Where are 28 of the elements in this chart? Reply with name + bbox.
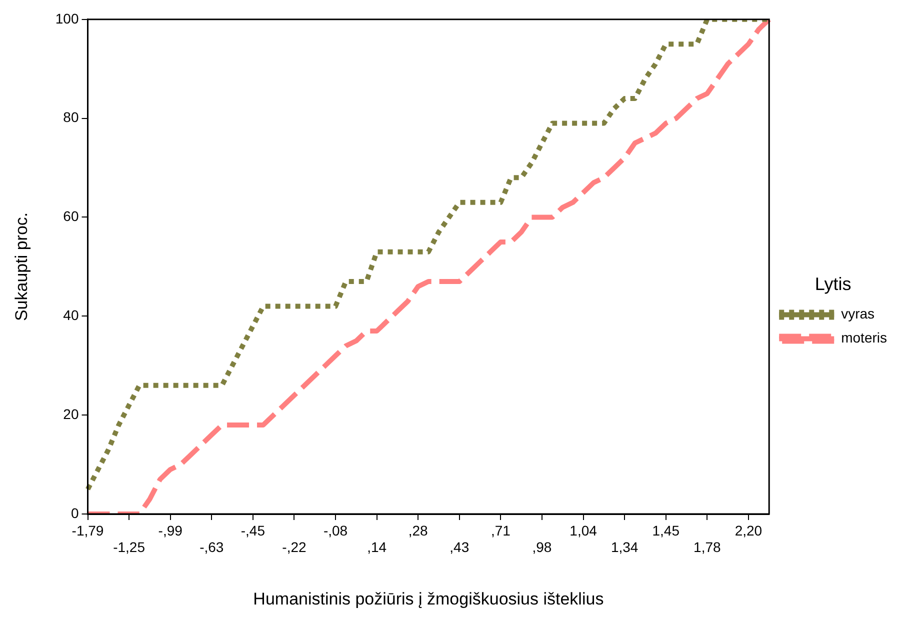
x-tick-label: -,45 [240,522,266,538]
x-tick-label: ,28 [408,522,428,538]
x-tick-label: ,98 [532,539,552,556]
x-tick-label: ,71 [490,522,511,538]
legend-title: Lytis [814,274,852,294]
legend-label: vyras [841,306,875,322]
x-tick-label: 1,04 [570,522,598,538]
x-tick-label: 1,78 [694,539,721,556]
x-tick-label: -,22 [282,539,306,556]
y-tick-label: 60 [63,208,79,224]
x-tick-label: -1,25 [113,539,146,556]
x-tick-label: ,43 [450,539,470,556]
x-tick-label: -,63 [200,539,224,556]
x-tick-label: -,08 [323,522,348,538]
x-tick-label: 2,20 [734,522,762,538]
y-tick-label: 80 [63,109,79,126]
legend-label: moteris [841,330,888,346]
y-tick-label: 0 [70,504,79,521]
x-tick-label: 1,45 [652,522,680,538]
x-tick-label: ,14 [367,539,387,556]
x-tick-label: -1,79 [72,522,104,538]
y-tick-label: 40 [63,307,79,324]
x-axis-title: Humanistinis požiūris į žmogiškuosius išteklius [253,589,604,608]
y-tick-label: 100 [55,10,79,26]
x-tick-label: 1,34 [610,539,638,556]
y-axis-title: Sukaupti proc. [12,212,31,322]
y-tick-label: 20 [63,406,79,422]
x-tick-label: -,99 [158,522,183,538]
